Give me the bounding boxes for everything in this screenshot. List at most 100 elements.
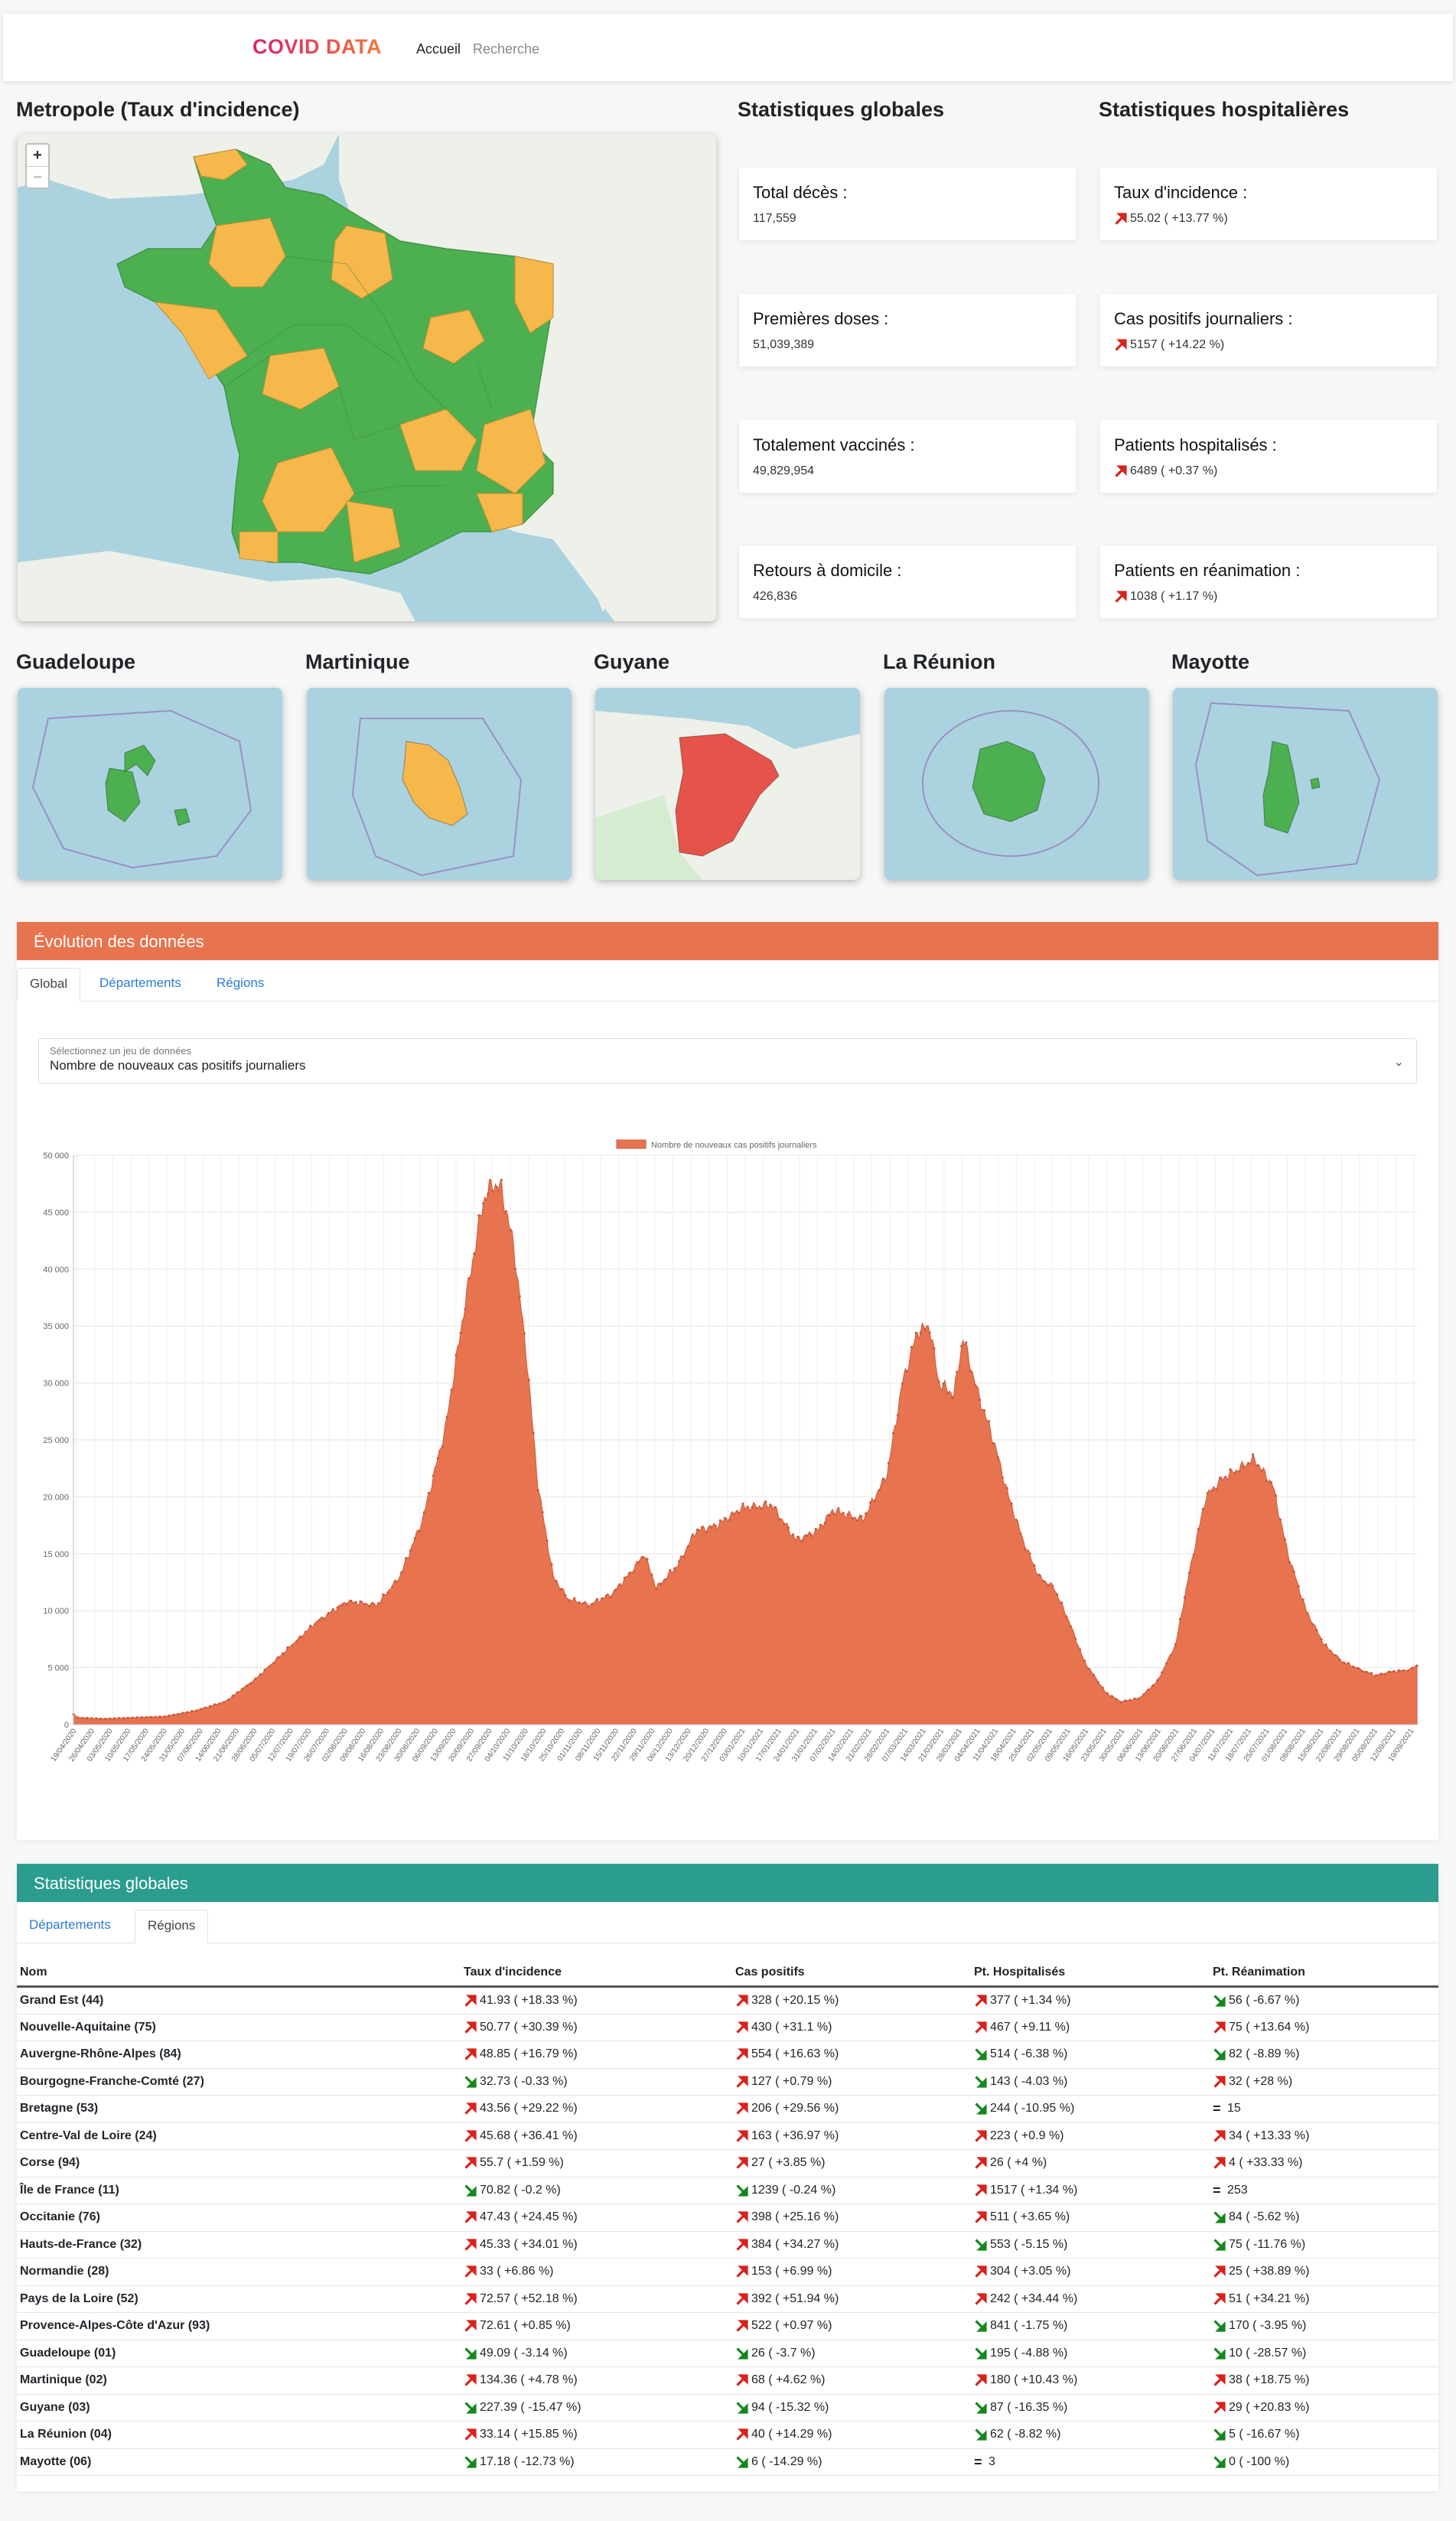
trend-down-icon [975,2402,987,2414]
trend-down-icon [1213,1995,1226,2007]
tab-departements-table[interactable]: Départements [29,1917,111,1932]
overseas-title: Guadeloupe [16,650,136,673]
table-row[interactable]: Guyane (03) 227.39 ( -15.47 %) 94 ( -15.32… [17,2394,1438,2422]
data-point [513,1268,517,1271]
data-point [1133,1697,1136,1700]
data-point [732,1513,735,1516]
trend-down-icon [1213,2347,1226,2360]
table-cell: 398 ( +25.16 %) [732,2203,971,2232]
table-row[interactable]: Grand Est (44) 41.93 ( +18.33 %) 328 ( +20… [17,1986,1438,2015]
tab-regions[interactable]: Régions [217,976,265,990]
cell-value: 70.82 ( -0.2 %) [480,2183,561,2197]
data-point [327,1611,330,1614]
tab-global[interactable]: Global [17,968,81,1002]
nav-link-recherche[interactable]: Recherche [473,41,540,57]
table-row[interactable]: Guadeloupe (01) 49.09 ( -3.14 %) 26 ( -3.7… [17,2340,1438,2367]
table-cell: 304 ( +3.05 %) [971,2258,1210,2286]
table-row[interactable]: Martinique (02) 134.36 ( +4.78 %) 68 ( +4.… [17,2366,1438,2395]
overseas-map[interactable] [307,688,572,880]
data-point [1033,1564,1036,1568]
data-point [272,1662,275,1665]
table-cell: 127 ( +0.79 %) [732,2068,971,2096]
y-tick-label: 30 000 [43,1379,69,1389]
zoom-out-button[interactable]: − [27,166,48,187]
trend-up-icon [464,2265,477,2278]
cell-value: 29 ( +20.83 %) [1229,2400,1310,2414]
nav-link-accueil[interactable]: Accueil [416,41,461,57]
tab-regions-table[interactable]: Régions [135,1910,209,1943]
table-cell: 514 ( -6.38 %) [971,2041,1210,2069]
data-point [1042,1580,1045,1583]
data-point [1124,1699,1127,1702]
table-row[interactable]: Bourgogne-Franche-Comté (27) 32.73 ( -0.3… [17,2068,1438,2096]
cell-value: 253 [1227,2183,1248,2197]
overseas-map[interactable] [884,688,1149,880]
cell-value: 1239 ( -0.24 %) [751,2183,836,2197]
data-point [546,1539,549,1542]
table-row[interactable]: Auvergne-Rhône-Alpes (84) 48.85 ( +16.79 … [17,2041,1438,2069]
table-row[interactable]: Corse (94) 55.7 ( +1.59 %) 27 ( +3.85 %) 26… [17,2149,1438,2177]
trend-down-icon [975,2076,987,2088]
overseas-map[interactable] [1173,688,1438,880]
data-point [277,1656,280,1659]
data-point [678,1560,681,1563]
trend-up-icon [736,2102,748,2115]
table-row[interactable]: Mayotte (06) 17.18 ( -12.73 %) 6 ( -14.29 … [17,2448,1438,2476]
data-point [587,1605,590,1608]
data-point [604,1594,608,1598]
overseas-map[interactable] [595,688,860,880]
data-point [331,1607,334,1611]
data-point [946,1392,949,1395]
data-point [637,1561,640,1564]
trend-up-icon [464,2239,477,2251]
col-reanimation[interactable]: Pt. Réanimation [1210,1959,1438,1988]
cell-value: 511 ( +3.65 %) [990,2210,1070,2224]
brand-logo[interactable]: COVID DATA [252,35,382,58]
data-point [1334,1654,1337,1657]
table-row[interactable]: Pays de la Loire (52) 72.57 ( +52.18 %) 39… [17,2285,1438,2313]
data-point [1083,1659,1086,1663]
data-point [204,1706,207,1709]
table-cell: 17.18 ( -12.73 %) [461,2448,732,2476]
metropole-map[interactable]: + − [18,134,716,621]
data-point [1051,1585,1054,1588]
y-tick-label: 5 000 [47,1664,69,1673]
data-point [1238,1470,1241,1473]
table-row[interactable]: Bretagne (53) 43.56 ( +29.22 %) 206 ( +29.… [17,2095,1438,2123]
data-point [1178,1617,1182,1620]
col-nom[interactable]: Nom [17,1959,461,1988]
overseas-map[interactable] [18,688,282,880]
cell-value: 94 ( -15.32 %) [751,2400,829,2414]
table-row[interactable]: Centre-Val de Loire (24) 45.68 ( +36.41 %… [17,2122,1438,2150]
trend-down-icon [464,2456,477,2468]
data-point [582,1601,585,1605]
map-zoom-control: + − [25,143,50,189]
col-hospitalises[interactable]: Pt. Hospitalisés [971,1959,1210,1988]
stat-label: Totalement vaccinés : [753,435,915,454]
tab-departements[interactable]: Départements [99,976,181,990]
trend-up-icon [736,2076,748,2088]
trend-up-icon [975,1995,987,2007]
table-row[interactable]: Hauts-de-France (32) 45.33 ( +34.01 %) 384… [17,2231,1438,2259]
zoom-in-button[interactable]: + [33,147,42,164]
hospital-stat-card: Patients hospitalisés : 6489 ( +0.37 %) [1100,420,1437,493]
dataset-select[interactable]: Sélectionnez un jeu de données Nombre de… [38,1038,1417,1084]
table-row[interactable]: Île de France (11) 70.82 ( -0.2 %) 1239 ( … [17,2177,1438,2204]
table-cell: 27 ( +3.85 %) [732,2149,971,2177]
data-point [217,1702,221,1705]
data-point [77,1716,80,1719]
trend-up-icon [1213,2293,1226,2305]
data-point [641,1555,644,1559]
dataset-select-label: Sélectionnez un jeu de données [50,1045,192,1057]
table-row[interactable]: La Réunion (04) 33.14 ( +15.85 %) 40 ( +14… [17,2421,1438,2449]
data-point [982,1409,986,1412]
col-incidence[interactable]: Taux d'incidence [461,1959,732,1988]
table-row[interactable]: Provence-Alpes-Côte d'Azur (93) 72.61 ( +… [17,2312,1438,2340]
data-point [468,1277,471,1280]
table-row[interactable]: Occitanie (76) 47.43 ( +24.45 %) 398 ( +25… [17,2203,1438,2232]
table-row[interactable]: Normandie (28) 33 ( +6.86 %) 153 ( +6.99 %… [17,2258,1438,2286]
table-row[interactable]: Nouvelle-Aquitaine (75) 50.77 ( +30.39 %)… [17,2014,1438,2041]
region-name: Bretagne (53) [17,2095,461,2123]
col-cas-positifs[interactable]: Cas positifs [732,1959,971,1988]
trend-up-icon [464,2428,477,2441]
